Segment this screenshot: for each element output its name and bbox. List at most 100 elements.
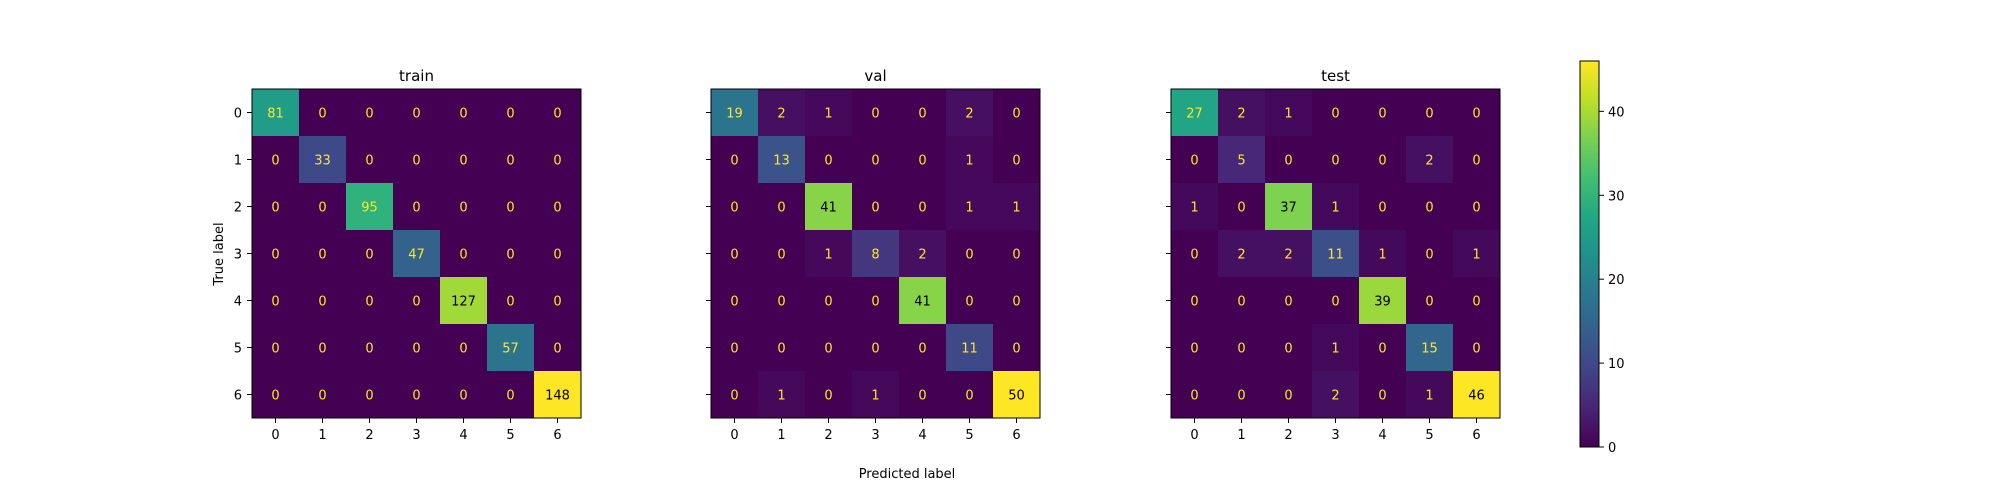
heatmap-cell	[711, 89, 759, 137]
heatmap-cell	[852, 89, 900, 137]
x-tick-label: 4	[1378, 428, 1386, 443]
heatmap-cell	[805, 324, 853, 372]
y-tick-label: 3	[234, 248, 242, 263]
heatmap-cell	[1218, 136, 1266, 184]
cell-value: 0	[459, 389, 467, 404]
heatmap-cell	[440, 183, 488, 231]
cell-value: 0	[459, 342, 467, 357]
heatmap-cell	[1453, 183, 1501, 231]
heatmap-cell	[534, 277, 582, 325]
heatmap-cell	[299, 371, 347, 419]
heatmap-cell	[1171, 136, 1219, 184]
cell-value: 0	[553, 107, 561, 122]
cell-value: 0	[871, 295, 879, 310]
cell-value: 0	[318, 107, 326, 122]
cell-value: 0	[871, 154, 879, 169]
cell-value: 0	[318, 295, 326, 310]
cell-value: 0	[918, 154, 926, 169]
cell-value: 0	[459, 107, 467, 122]
heatmap-cell	[946, 136, 994, 184]
heatmap-cell	[711, 371, 759, 419]
cell-value: 0	[1237, 295, 1245, 310]
cell-value: 0	[1237, 342, 1245, 357]
heatmap-cell	[1171, 277, 1219, 325]
heatmap-cell	[440, 230, 488, 278]
x-tick-label: 1	[1237, 428, 1245, 443]
heatmap-cell	[946, 277, 994, 325]
colorbar-tick-label: 20	[1608, 273, 1625, 288]
heatmap-cell	[393, 89, 441, 137]
heatmap-cell	[852, 230, 900, 278]
cell-value: 0	[1190, 342, 1198, 357]
cell-value: 0	[777, 342, 785, 357]
heatmap-cell	[1218, 183, 1266, 231]
heatmap-cell	[1218, 324, 1266, 372]
heatmap-cell	[1406, 230, 1454, 278]
cell-value: 0	[271, 295, 279, 310]
cell-value: 127	[451, 295, 476, 310]
cell-value: 0	[1472, 154, 1480, 169]
cell-value: 0	[318, 389, 326, 404]
cell-value: 0	[1425, 107, 1433, 122]
cell-value: 0	[1012, 295, 1020, 310]
heatmap-cell	[393, 324, 441, 372]
cell-value: 0	[459, 201, 467, 216]
heatmap-cell	[534, 136, 582, 184]
cell-value: 41	[914, 295, 931, 310]
cell-value: 0	[412, 107, 420, 122]
heatmap-cell	[899, 183, 947, 231]
cell-value: 0	[824, 295, 832, 310]
cell-value: 2	[1425, 154, 1433, 169]
cell-value: 0	[506, 389, 514, 404]
colorbar-gradient	[1579, 60, 1600, 448]
heatmap-cell	[346, 371, 394, 419]
heatmap-cell	[805, 277, 853, 325]
x-tick-label: 5	[1425, 428, 1433, 443]
heatmap-cell	[1359, 277, 1407, 325]
cell-value: 0	[506, 248, 514, 263]
heatmap-cell	[758, 230, 806, 278]
cell-value: 46	[1468, 389, 1485, 404]
y-tick-label: 5	[234, 342, 242, 357]
heatmap-cell	[993, 89, 1041, 137]
heatmap-cell	[899, 324, 947, 372]
x-tick-label: 4	[918, 428, 926, 443]
cell-value: 0	[365, 107, 373, 122]
heatmap-cell	[946, 371, 994, 419]
heatmap-cell	[805, 89, 853, 137]
x-tick-label: 5	[965, 428, 973, 443]
cell-value: 0	[1472, 201, 1480, 216]
x-tick-label: 0	[730, 428, 738, 443]
cell-value: 2	[918, 248, 926, 263]
heatmap-cell	[711, 230, 759, 278]
x-tick-label: 1	[318, 428, 326, 443]
cell-value: 0	[412, 342, 420, 357]
cell-value: 0	[730, 295, 738, 310]
heatmap-cell	[1218, 371, 1266, 419]
heatmap-cell	[852, 183, 900, 231]
heatmap-cell	[1265, 371, 1313, 419]
heatmap-cell	[346, 136, 394, 184]
heatmap-cell	[487, 230, 535, 278]
y-tick-label: 2	[234, 201, 242, 216]
cell-value: 0	[777, 295, 785, 310]
cell-value: 0	[1284, 295, 1292, 310]
heatmap-cell	[534, 183, 582, 231]
heatmap-cell	[758, 324, 806, 372]
heatmap-cell	[1453, 277, 1501, 325]
heatmap-cell	[346, 183, 394, 231]
heatmap-cell	[946, 230, 994, 278]
panel-title: val	[864, 67, 886, 85]
cell-value: 0	[365, 389, 373, 404]
heatmap-cell	[440, 277, 488, 325]
cell-value: 0	[553, 342, 561, 357]
cell-value: 0	[1472, 295, 1480, 310]
heatmap-cell	[852, 277, 900, 325]
heatmap-cell	[852, 324, 900, 372]
heatmap-cell	[393, 136, 441, 184]
cell-value: 0	[318, 248, 326, 263]
heatmap-cell	[299, 277, 347, 325]
cell-value: 0	[965, 389, 973, 404]
cell-value: 0	[1012, 342, 1020, 357]
